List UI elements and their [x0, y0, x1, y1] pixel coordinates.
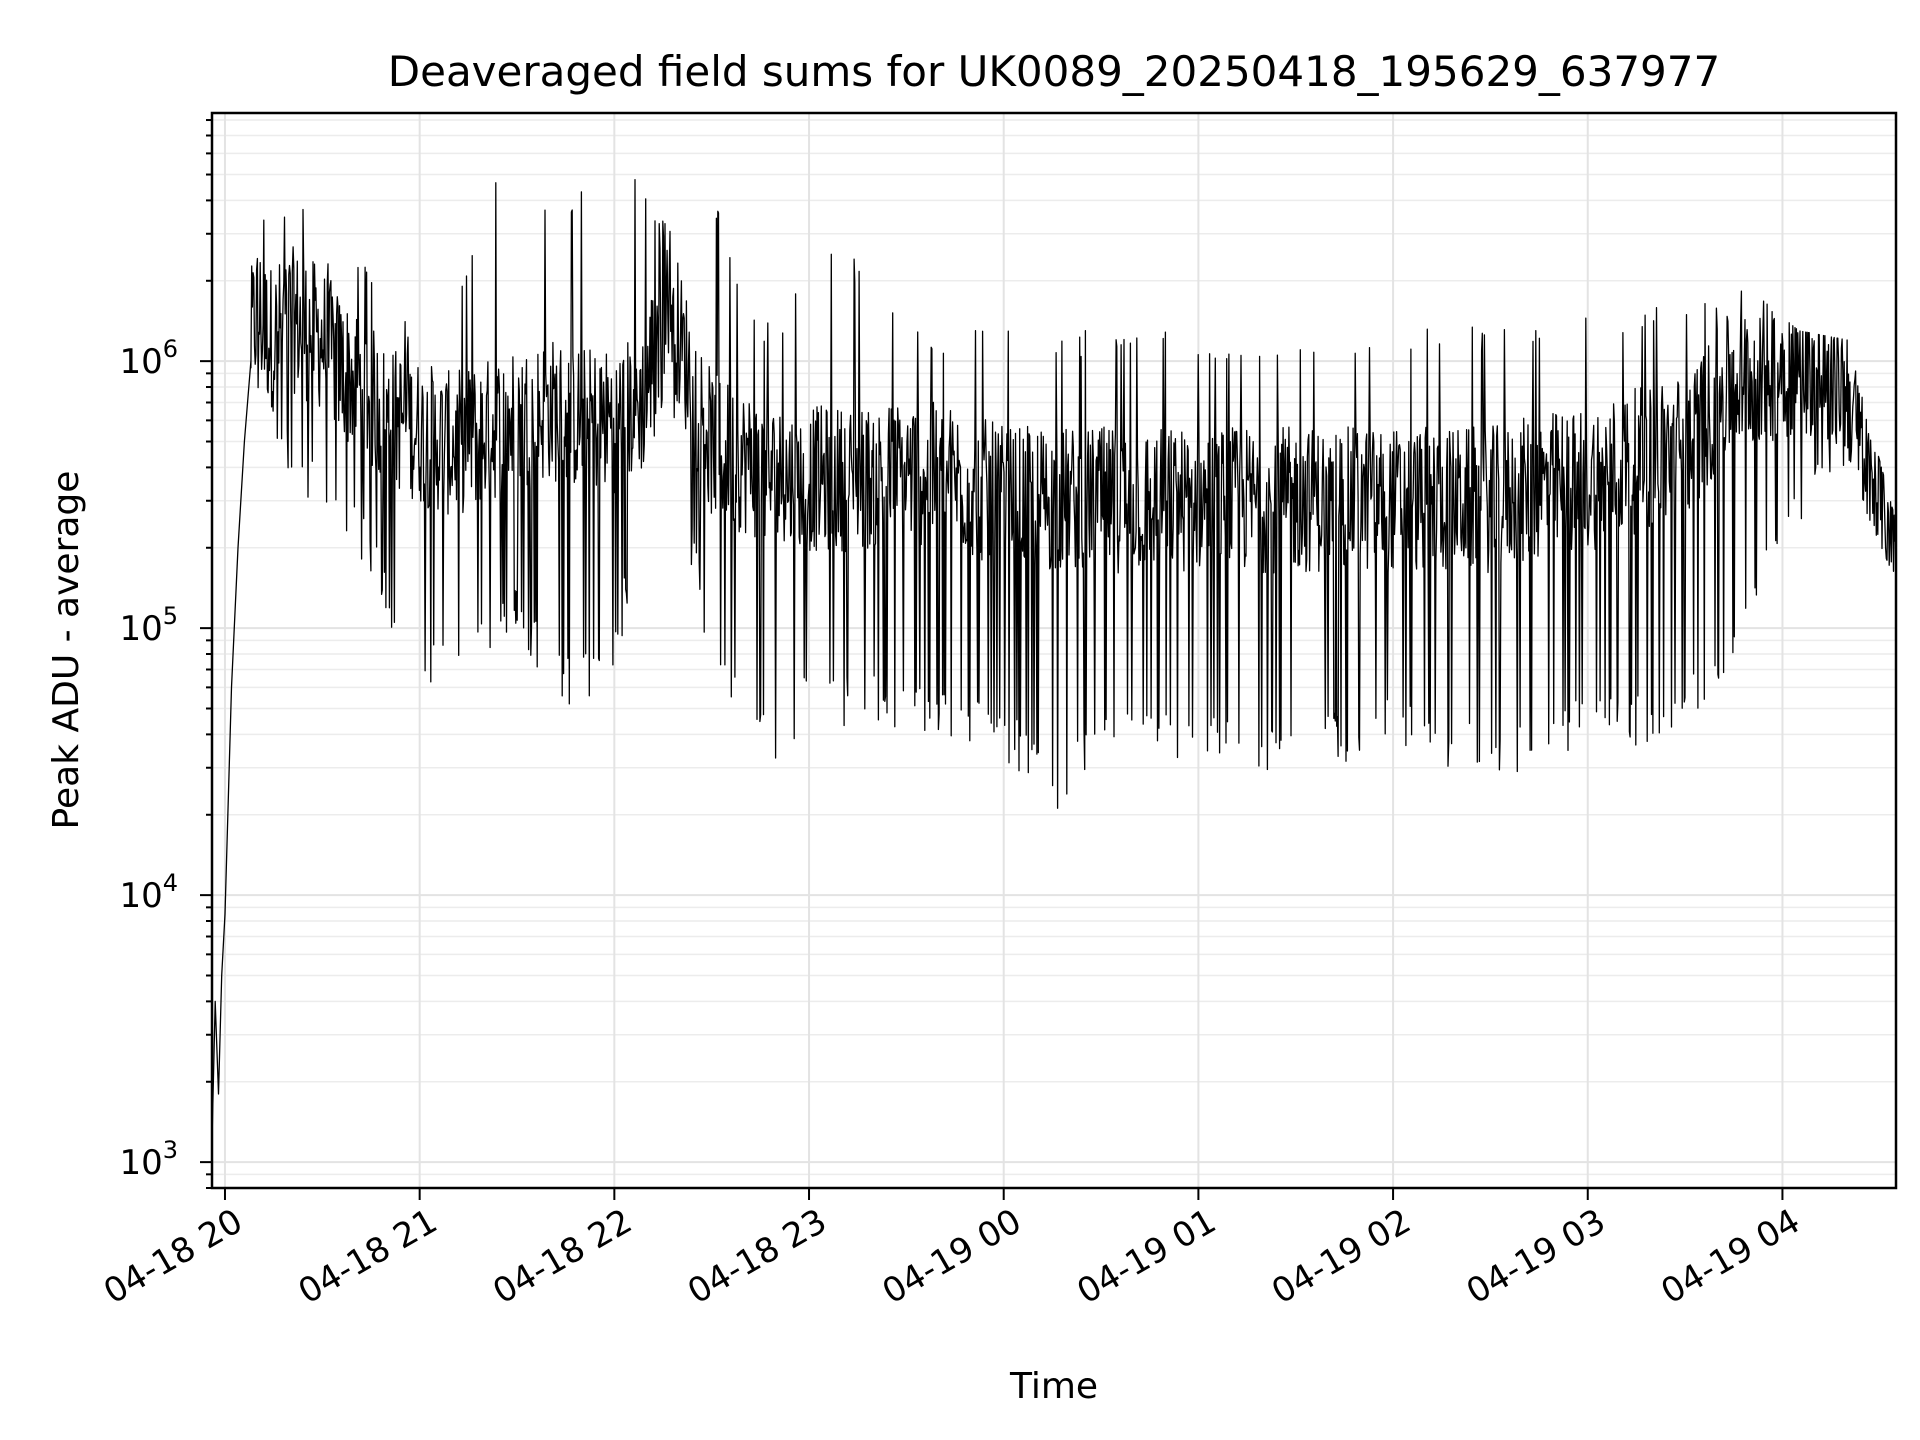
y-tick-label: 106 — [119, 335, 178, 382]
x-tick-label: 04-19 00 — [876, 1201, 1028, 1312]
plot-frame — [210, 111, 1898, 1190]
x-axis: 04-18 20 04-18 21 04-18 22 04-18 23 04-19 00… — [97, 1188, 1807, 1312]
y-tick-label: 105 — [119, 602, 178, 649]
x-tick-label: 04-18 20 — [97, 1201, 249, 1312]
x-tick-label: 04-18 22 — [486, 1201, 638, 1312]
x-tick-label: 04-18 23 — [681, 1201, 833, 1312]
series-line — [211, 179, 1897, 1142]
x-tick-label: 04-18 21 — [292, 1201, 444, 1312]
x-axis-label: Time — [1009, 1366, 1098, 1407]
y-tick-label: 103 — [119, 1136, 178, 1183]
x-tick-label: 04-19 04 — [1655, 1201, 1807, 1312]
y-axis-label: Peak ADU - average — [46, 471, 87, 830]
grid — [212, 113, 1896, 1189]
y-tick-label: 104 — [119, 869, 178, 916]
x-tick-label: 04-19 03 — [1460, 1201, 1612, 1312]
y-axis: 103 104 105 106 — [119, 119, 212, 1189]
x-tick-label: 04-19 02 — [1265, 1201, 1417, 1312]
x-tick-label: 04-19 01 — [1070, 1201, 1222, 1312]
chart-title: Deaveraged field sums for UK0089_2025041… — [388, 47, 1720, 96]
